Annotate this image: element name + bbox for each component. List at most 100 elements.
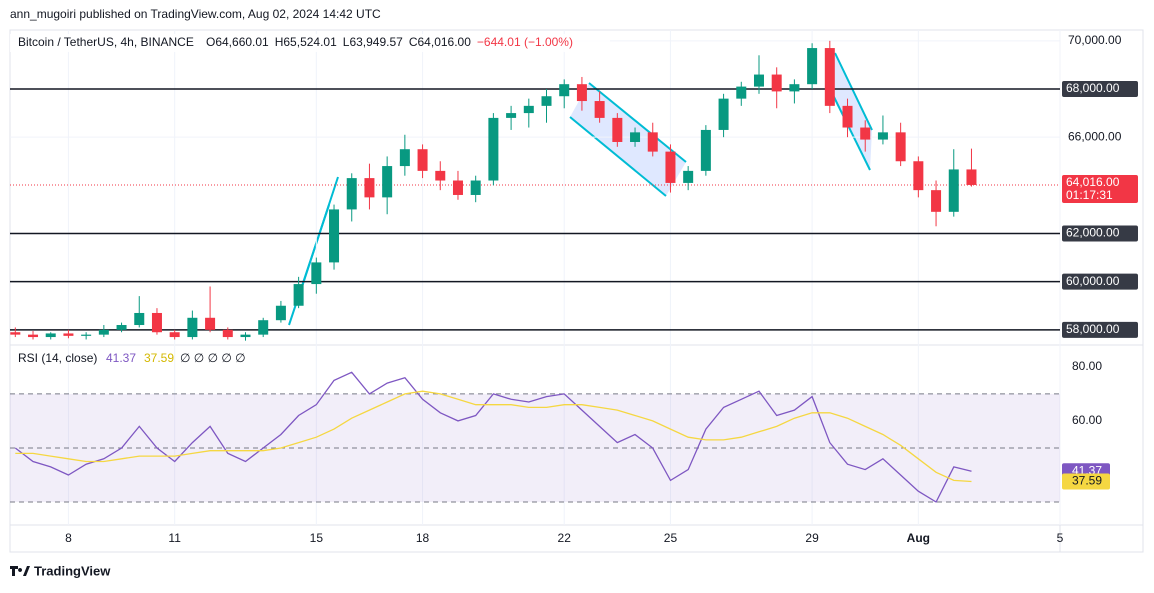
candle-body xyxy=(576,84,587,102)
candle-body xyxy=(895,132,906,162)
series-line xyxy=(15,390,972,483)
y-tick-label: 66,000.00 xyxy=(1068,129,1122,143)
candle-body xyxy=(913,161,924,191)
candle-body xyxy=(948,169,959,212)
candle-body xyxy=(665,151,676,183)
candle-body xyxy=(205,317,216,330)
candle-body xyxy=(700,129,711,171)
level-label: 68,000.00 xyxy=(1066,81,1120,95)
candle-body xyxy=(98,329,109,335)
x-tick-label: 11 xyxy=(168,531,181,545)
candle-body xyxy=(807,48,818,85)
level-label: 62,000.00 xyxy=(1066,226,1120,240)
candle-body xyxy=(151,312,162,333)
ohlc-item: H65,524.01 xyxy=(275,35,337,49)
candle-body xyxy=(28,334,39,338)
value-badge xyxy=(1062,473,1110,490)
plot: 70,000.00 66,000.00 8 11 15 18 22 25 29 Aug 5 68,00… xyxy=(10,30,1138,545)
candle-body xyxy=(931,190,942,212)
candle-body xyxy=(187,317,198,338)
candle-body xyxy=(169,332,180,338)
rsi-value: 41.37 xyxy=(106,351,136,365)
x-tick-label: 29 xyxy=(805,531,819,545)
candle-body xyxy=(506,113,517,118)
candle-body xyxy=(771,74,782,92)
candle-body xyxy=(222,329,233,338)
x-tick-label: 25 xyxy=(664,531,678,545)
candle-body xyxy=(364,178,375,198)
candle-body xyxy=(346,178,357,210)
channel-edge xyxy=(588,82,687,163)
candle-body xyxy=(966,169,977,185)
candle-body xyxy=(612,117,623,142)
candle-body xyxy=(45,333,56,338)
y-tick-label: 80.00 xyxy=(1072,359,1102,373)
candle-body xyxy=(877,132,888,140)
candle-body xyxy=(860,127,871,140)
candle-body xyxy=(275,305,286,321)
legend-bg xyxy=(10,34,610,52)
channel-edge xyxy=(834,52,873,131)
x-tick-label: 22 xyxy=(558,531,572,545)
candle-body xyxy=(647,132,658,152)
level-label: 60,000.00 xyxy=(1066,274,1120,288)
rsi-extra: ∅ ∅ ∅ ∅ ∅ xyxy=(180,351,246,365)
rsi-title: RSI (14, close) xyxy=(18,351,97,365)
candle-body xyxy=(382,166,393,198)
candle-body xyxy=(470,180,481,195)
ohlc-item: −644.01 (−1.00%) xyxy=(477,35,573,49)
candle-body xyxy=(523,105,534,114)
x-tick-label: 18 xyxy=(416,531,430,545)
level-label-bg xyxy=(1062,225,1138,242)
x-tick-label: 8 xyxy=(65,531,72,545)
candle-body xyxy=(258,320,269,335)
byline: ann_mugoiri published on TradingView.com… xyxy=(10,7,381,21)
countdown: 01:17:31 xyxy=(1066,188,1113,202)
y-tick-label: 70,000.00 xyxy=(1068,33,1122,47)
candle-body xyxy=(842,105,853,128)
level-label-bg xyxy=(1062,81,1138,98)
channel-edge xyxy=(832,94,871,171)
last-price-label: 64,016.00 xyxy=(1066,175,1120,189)
candle-body xyxy=(753,74,764,87)
candle-body xyxy=(293,284,304,306)
candle-body xyxy=(559,84,570,97)
level-label-bg xyxy=(1062,273,1138,290)
candle-body xyxy=(311,262,322,285)
footer-logo: TradingView xyxy=(34,563,111,578)
candle-body xyxy=(824,48,835,106)
candle-body xyxy=(329,209,340,263)
level-label-bg xyxy=(1062,321,1138,338)
ohlc-item: C64,016.00 xyxy=(409,35,471,49)
x-tick-label: 15 xyxy=(310,531,324,545)
y-tick-label: 60.00 xyxy=(1072,413,1102,427)
candle-body xyxy=(116,325,127,330)
candle-body xyxy=(488,117,499,181)
candle-body xyxy=(240,334,251,338)
candle-body xyxy=(417,149,428,171)
candle-body xyxy=(81,334,92,336)
ohlc-item: O64,660.01 xyxy=(206,35,269,49)
rsi-ma-value: 37.59 xyxy=(144,351,174,365)
logo-icon xyxy=(10,566,30,576)
candle-body xyxy=(789,84,800,92)
last-price-bg xyxy=(1062,174,1138,203)
candle-body xyxy=(594,101,605,118)
x-tick-label: 5 xyxy=(1057,531,1064,545)
candle-body xyxy=(541,96,552,106)
candle-body xyxy=(435,170,446,181)
channel-edge xyxy=(298,176,339,297)
x-tick-label: Aug xyxy=(907,531,930,545)
series-line xyxy=(14,371,972,503)
ohlc-legend: O64,660.01 H65,524.01 L63,949.57 C64,016.00… xyxy=(206,35,573,49)
frame xyxy=(9,29,1144,553)
level-label: 58,000.00 xyxy=(1066,322,1120,336)
ohlc-item: L63,949.57 xyxy=(343,35,403,49)
candle-body xyxy=(736,86,747,99)
value-badge-label: 37.59 xyxy=(1072,474,1102,488)
candle-body xyxy=(399,149,410,167)
candle-body xyxy=(630,132,641,142)
candle-body xyxy=(683,170,694,183)
channel-edge xyxy=(569,116,667,197)
